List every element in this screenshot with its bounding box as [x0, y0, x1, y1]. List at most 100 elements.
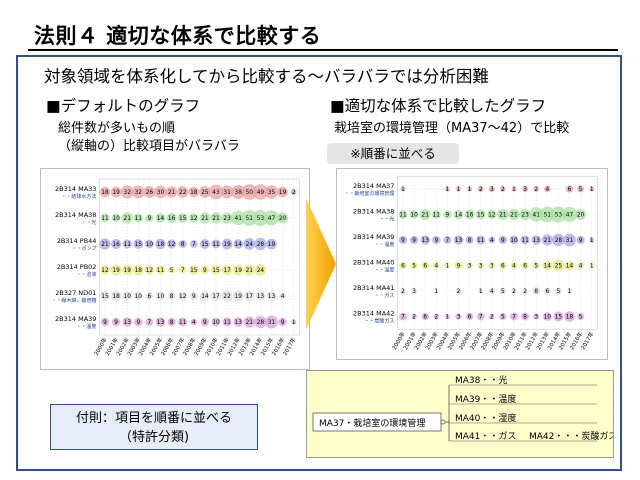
row-code-label: 2B314 MA39: [55, 315, 96, 323]
bubble-value-label: 30: [157, 190, 165, 196]
row-desc-label: ・・温度: [374, 241, 394, 248]
bubble: [577, 262, 584, 269]
bubble-value-label: 50: [246, 190, 254, 196]
bubble: [589, 263, 595, 268]
bubble: [110, 264, 122, 276]
bubble-value-label: 21: [246, 268, 254, 274]
bubble-value-label: 22: [223, 294, 231, 300]
bubble-value-label: 6: [501, 264, 505, 270]
row-desc-label: ・・結球水方法: [61, 193, 96, 200]
bubble: [589, 186, 595, 192]
bubble: [133, 264, 144, 276]
bubble: [455, 288, 462, 294]
row-code-label: 2B314 MA42: [353, 310, 394, 318]
bubble-value-label: 4: [192, 320, 196, 326]
bubble: [131, 185, 145, 199]
bubble-value-label: 7: [512, 315, 516, 321]
bubble-value-label: 2: [479, 187, 483, 193]
bubble: [291, 319, 297, 325]
bubble-value-label: 2: [292, 190, 296, 196]
bubble-value-label: 18: [112, 294, 120, 300]
bubble: [199, 239, 210, 249]
row-desc-label: ・・炭酸ガス: [364, 318, 394, 325]
bubble: [252, 210, 269, 226]
bubble: [409, 235, 419, 245]
bubble-value-label: 15: [135, 242, 143, 248]
bubble-value-label: 11: [135, 216, 143, 222]
bubble: [111, 317, 121, 327]
bubble-value-label: 15: [212, 268, 220, 274]
bubble: [211, 239, 221, 249]
bubble-value-label: 1: [446, 264, 450, 270]
bubble-value-label: 4: [545, 187, 549, 193]
bubble: [499, 313, 507, 320]
bubble: [475, 209, 486, 220]
bubble-value-label: 1: [446, 187, 450, 193]
bubble: [168, 266, 176, 274]
bubble: [155, 238, 166, 250]
bubble-value-label: 21: [422, 213, 430, 219]
row-code-label: 2B314 MA41: [353, 284, 394, 292]
bubble: [167, 317, 176, 327]
bubble-value-label: 9: [501, 238, 505, 244]
bubble: [243, 238, 256, 250]
row-code-label: 2B314 MA37: [353, 182, 394, 190]
bubble: [539, 206, 556, 223]
left-note-2: （縦軸の）比較項目がバラバラ: [58, 139, 240, 154]
bubble-value-label: 15: [101, 294, 109, 300]
right-heading: ■適切な体系で比較したグラフ: [330, 97, 547, 115]
bubble-value-label: 11: [157, 268, 165, 274]
bubble-value-label: 18: [190, 190, 198, 196]
bubble-value-label: 31: [566, 238, 574, 244]
bubble-value-label: 9: [412, 238, 416, 244]
bubble: [134, 317, 143, 327]
bubble: [421, 261, 429, 270]
bubble-value-label: 10: [124, 294, 132, 300]
bubble: [510, 262, 518, 269]
bubble-value-label: 19: [235, 268, 243, 274]
bubble: [265, 315, 278, 329]
bubble-value-label: 2: [434, 315, 438, 321]
bubble: [243, 264, 255, 276]
bubble: [409, 210, 419, 219]
bubble: [477, 186, 484, 192]
bubble-value-label: 24: [246, 242, 254, 248]
bubble: [277, 186, 288, 198]
tree-item-ma41: MA41・・ガス: [455, 431, 516, 442]
bubble-value-label: 1: [446, 315, 450, 321]
bubble: [443, 210, 452, 219]
bubble: [221, 264, 233, 276]
bubble-value-label: 31: [223, 190, 231, 196]
bubble-value-label: 1: [590, 264, 594, 270]
bubble-value-label: 7: [401, 315, 405, 321]
bubble-value-label: 1: [479, 289, 483, 295]
bubble-value-label: 23: [521, 213, 529, 219]
bubble: [589, 237, 595, 243]
bubble-value-label: 18: [566, 315, 574, 321]
bubble: [489, 313, 495, 320]
bubble-value-label: 13: [422, 238, 430, 244]
row-code-label: 2B327 ND01: [55, 289, 96, 297]
bubble: [488, 262, 495, 269]
bubble: [455, 313, 462, 320]
bubble-value-label: 9: [203, 268, 207, 274]
bubble-value-label: 7: [446, 238, 450, 244]
bubble-value-label: 18: [135, 268, 143, 274]
subtitle: 対象領域を体系化してから比較する〜バラバラでは分析困難: [44, 67, 489, 86]
bubble: [122, 317, 132, 327]
row-code-label: 2B314 MA39: [353, 233, 394, 241]
bubble: [200, 291, 210, 301]
bubble-value-label: 10: [510, 238, 518, 244]
bubble: [190, 318, 198, 326]
bubble: [100, 317, 110, 327]
bubble: [167, 239, 177, 249]
bubble: [577, 313, 585, 320]
bubble: [200, 265, 210, 275]
bubble: [211, 265, 221, 275]
bubble: [552, 259, 565, 272]
bubble: [178, 266, 187, 274]
bubble-value-label: 11: [124, 242, 132, 248]
bubble-value-label: 16: [466, 213, 474, 219]
bubble-value-label: 13: [268, 294, 276, 300]
bubble: [576, 235, 585, 245]
